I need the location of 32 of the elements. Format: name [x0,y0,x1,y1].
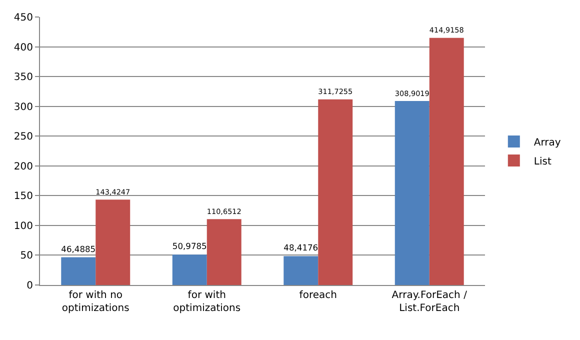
y-tick-label: 0 [26,280,33,292]
data-label: 50,9785 [172,241,207,252]
x-tick-label: foreach [299,290,337,301]
legend-label: List [534,156,552,168]
bar [206,219,242,285]
data-label: 308,9019 [394,88,430,98]
y-tick-label: 50 [20,250,33,262]
data-label: 311,7255 [318,87,353,96]
bar [429,38,464,285]
y-tick-label: 150 [14,191,33,202]
bar [61,257,96,285]
data-label: 110,6512 [206,206,242,216]
y-tick-label: 450 [14,12,33,24]
bar [96,200,130,285]
data-label: 48,4176 [284,242,318,253]
y-tick-label: 400 [14,42,33,54]
y-tick-label: 100 [14,220,33,232]
bar [172,254,207,285]
x-tick-label: for with no optimizations [62,290,130,314]
y-tick-label: 300 [14,102,33,113]
bar [394,101,430,285]
bar [284,256,318,285]
y-tick-label: 350 [14,72,33,84]
y-tick-label: 250 [14,132,33,143]
x-tick-label: Array.ForEach / List.ForEach [392,290,468,314]
data-label: 143,4247 [96,187,130,196]
bar [318,99,353,285]
data-label: 414,9158 [429,26,464,35]
legend-label: Array [534,137,561,148]
y-tick-label: 200 [14,161,33,172]
data-label: 46,4885 [61,244,96,254]
x-tick-label: for with optimizations [173,290,241,314]
